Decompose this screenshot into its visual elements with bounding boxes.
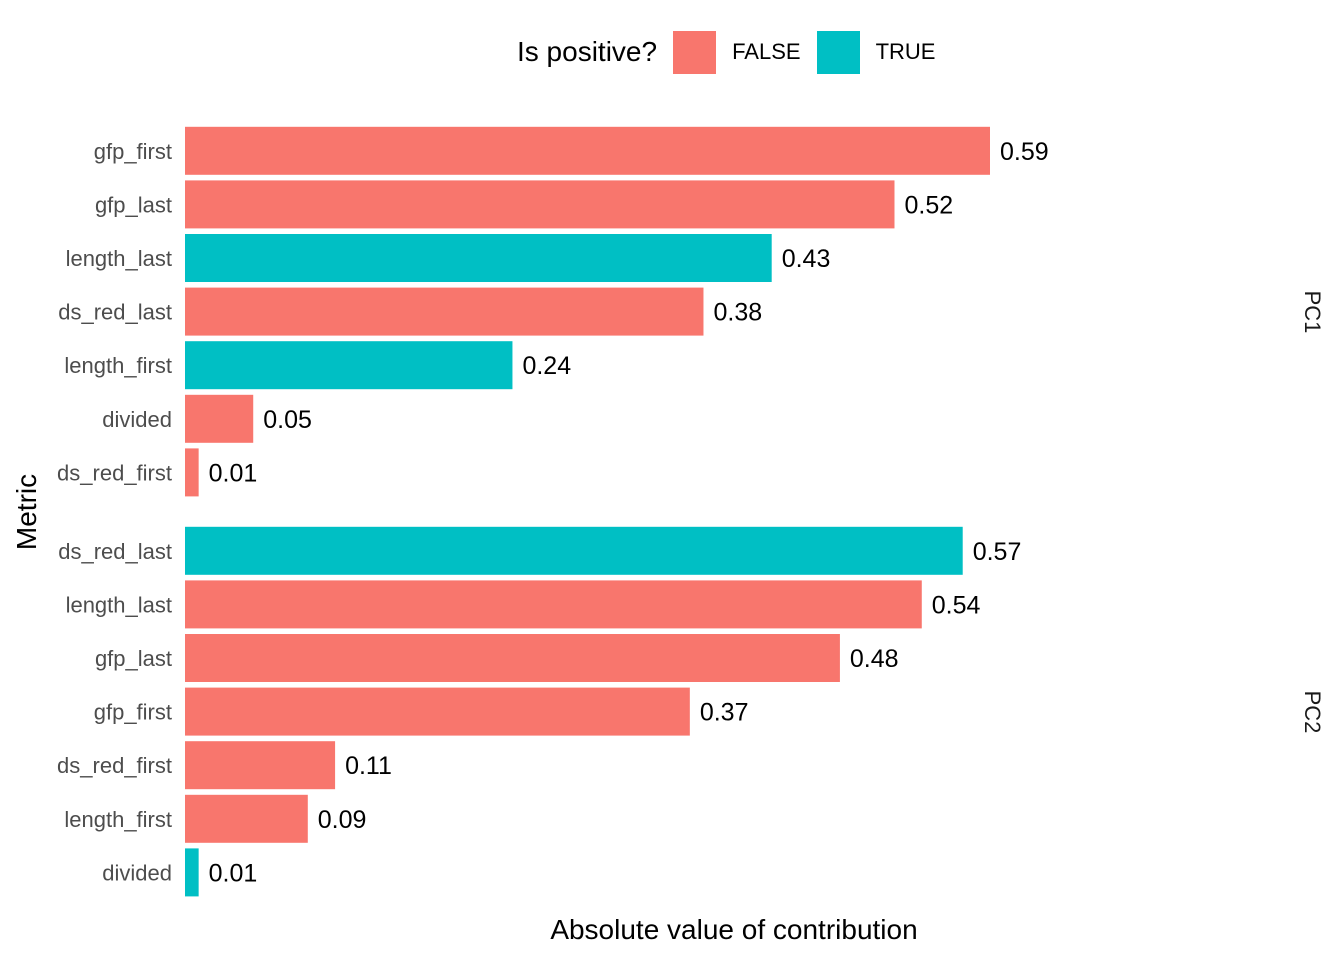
bars-layer (185, 126, 990, 897)
legend-swatch-false (673, 30, 717, 74)
bar-pc2-gfp_first (185, 687, 690, 736)
bar-pc2-length_first (185, 794, 308, 843)
y-tick-label: length_last (66, 592, 172, 617)
y-tick-label: length_first (64, 353, 172, 378)
y-tick-label: ds_red_first (57, 460, 172, 485)
data-label: 0.54 (932, 591, 981, 619)
bar-pc2-ds_red_last (185, 526, 963, 575)
data-label: 0.38 (713, 299, 762, 327)
data-label: 0.59 (1000, 138, 1049, 166)
y-tick-label: divided (102, 407, 172, 432)
bar-pc1-length_last (185, 234, 772, 282)
data-label: 0.43 (782, 245, 831, 273)
bar-pc1-gfp_first (185, 126, 990, 175)
y-tick-label: gfp_last (95, 192, 172, 217)
bar-pc1-gfp_last (185, 180, 895, 229)
data-label: 0.57 (973, 538, 1022, 566)
y-axis-title: Metric (11, 474, 42, 550)
bar-pc1-ds_red_first (185, 448, 199, 497)
bar-pc2-ds_red_first (185, 741, 336, 790)
y-tick-label: ds_red_first (57, 753, 172, 778)
facet-strip-label: PC1 (1300, 291, 1325, 334)
y-tick-label: length_last (66, 246, 172, 271)
y-tick-label: gfp_first (94, 139, 172, 164)
data-label: 0.48 (850, 645, 899, 673)
data-label: 0.01 (209, 459, 258, 487)
y-tick-label: ds_red_last (58, 539, 172, 564)
legend-item-false: FALSE (673, 30, 801, 74)
legend-label-true: TRUE (875, 39, 936, 64)
data-label: 0.24 (522, 352, 571, 380)
legend-title: Is positive? (517, 36, 658, 67)
data-label: 0.01 (209, 859, 258, 887)
legend-swatch-true (816, 30, 860, 74)
y-tick-label: ds_red_last (58, 300, 172, 325)
legend-label-false: FALSE (732, 39, 801, 64)
legend-item-true: TRUE (816, 30, 936, 74)
x-axis-title: Absolute value of contribution (550, 914, 917, 945)
data-label: 0.52 (904, 191, 953, 219)
labels-layer: gfp_first 0.59 gfp_last 0.52 length_last 0.43… (57, 138, 1325, 888)
bar-pc2-gfp_last (185, 634, 840, 682)
bar-pc1-divided (185, 394, 254, 443)
facet-strip-label: PC2 (1300, 691, 1325, 734)
bar-pc1-length_first (185, 341, 513, 390)
data-label: 0.05 (263, 406, 312, 434)
data-label: 0.11 (345, 752, 392, 780)
y-tick-label: divided (102, 860, 172, 885)
data-label: 0.09 (318, 806, 367, 834)
y-tick-label: gfp_last (95, 646, 172, 671)
data-label: 0.37 (700, 699, 749, 727)
bar-pc2-length_last (185, 580, 922, 629)
bar-pc2-divided (185, 848, 199, 897)
legend: Is positive? FALSE TRUE (517, 30, 951, 74)
y-tick-label: length_first (64, 807, 172, 832)
y-tick-label: gfp_first (94, 700, 172, 725)
bar-pc1-ds_red_last (185, 287, 704, 336)
